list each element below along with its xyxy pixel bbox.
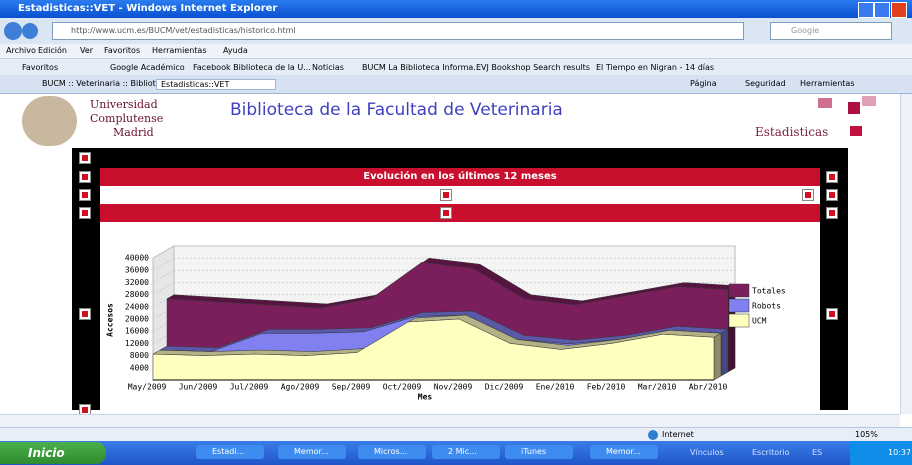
x-tick-label: Feb/2010 (587, 383, 626, 392)
x-tick-label: May/2009 (128, 383, 167, 392)
x-tick-label: Jun/2009 (179, 383, 218, 392)
x-tick-label: Ago/2009 (281, 383, 320, 392)
y-tick-label: 24000 (125, 302, 149, 311)
y-tick-label: 16000 (125, 327, 149, 336)
x-axis-label: Mes (418, 393, 433, 402)
x-tick-label: Oct/2009 (383, 383, 422, 392)
legend-swatch (729, 314, 749, 327)
area-side (721, 329, 728, 376)
legend-label: UCM (752, 317, 767, 326)
y-tick-label: 36000 (125, 266, 149, 275)
legend-label: Totales (752, 287, 786, 296)
x-tick-label: Nov/2009 (434, 383, 473, 392)
area-side (714, 333, 721, 380)
x-tick-label: Jul/2009 (230, 383, 269, 392)
y-tick-label: 4000 (130, 363, 149, 372)
legend-swatch (729, 284, 749, 297)
y-axis-label: Accesos (106, 303, 115, 337)
legend-label: Robots (752, 302, 781, 311)
area-side (728, 286, 735, 372)
x-tick-label: Abr/2010 (689, 383, 728, 392)
y-tick-label: 20000 (125, 315, 149, 324)
y-tick-label: 32000 (125, 278, 149, 287)
chart: 4000 8000 12000 16000 20000 24000 28000 32000 36… (0, 0, 912, 465)
y-tick-label: 12000 (125, 339, 149, 348)
x-tick-label: Mar/2010 (638, 383, 677, 392)
legend-swatch (729, 299, 749, 312)
x-tick-label: Sep/2009 (332, 383, 371, 392)
y-tick-label: 40000 (125, 254, 149, 263)
y-tick-label: 8000 (130, 351, 149, 360)
x-tick-label: Ene/2010 (536, 383, 575, 392)
y-tick-label: 28000 (125, 290, 149, 299)
x-tick-label: Dic/2009 (485, 383, 524, 392)
